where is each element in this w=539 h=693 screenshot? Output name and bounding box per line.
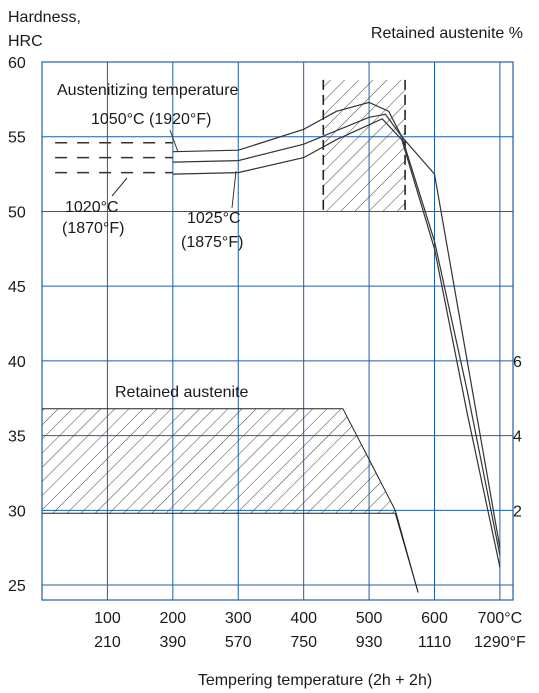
y-tick-label-30: 30 bbox=[8, 503, 26, 520]
retained-austenite-fill bbox=[42, 408, 419, 593]
y-tick-label-50: 50 bbox=[8, 204, 26, 221]
austenitizing-label: Austenitizing temperature bbox=[57, 82, 239, 99]
x-tick-label-c-600: 600 bbox=[421, 610, 448, 627]
x-axis-title: Tempering temperature (2h + 2h) bbox=[198, 672, 432, 689]
gridlines bbox=[42, 61, 513, 600]
x-tick-label-c-500: 500 bbox=[356, 610, 383, 627]
right-axis-ticks: 2 4 6 bbox=[513, 354, 522, 520]
x-tick-label-f-200: 390 bbox=[159, 634, 186, 651]
y-tick-label-60: 60 bbox=[8, 55, 26, 72]
y-tick-label-45: 45 bbox=[8, 279, 26, 296]
series-leader-1025 bbox=[231, 170, 237, 209]
series-leader-1020 bbox=[111, 177, 128, 197]
series-label-1025-line-2: (1875°F) bbox=[181, 234, 243, 251]
curve-solid-1 bbox=[172, 113, 501, 556]
right-axis-title: Retained austenite % bbox=[371, 25, 523, 42]
right-tick-label-4: 4 bbox=[513, 429, 522, 446]
x-tick-label-c-400: 400 bbox=[290, 610, 317, 627]
y-tick-label-25: 25 bbox=[8, 578, 26, 595]
retained-austenite-lower-edge bbox=[42, 512, 419, 593]
retained-austenite-label: Retained austenite bbox=[115, 384, 249, 401]
retained-austenite-band bbox=[42, 408, 419, 593]
y-axis-ticks: 25 30 35 40 45 50 55 60 bbox=[8, 55, 26, 595]
left-axis-title-line-1: Hardness, bbox=[8, 9, 81, 26]
x-axis-ticks-celsius: 100 200 300 400 500 600 700°C bbox=[94, 610, 522, 627]
y-tick-label-35: 35 bbox=[8, 429, 26, 446]
x-tick-label-f-500: 930 bbox=[356, 634, 383, 651]
secondary-hardness-fill bbox=[323, 79, 406, 212]
plot-frame bbox=[41, 61, 514, 601]
x-tick-label-c-700: 700°C bbox=[478, 610, 523, 627]
right-tick-label-6: 6 bbox=[513, 354, 522, 371]
series-label-1020-line-2: (1870°F) bbox=[62, 220, 124, 237]
secondary-hardness-region bbox=[322, 79, 406, 212]
x-tick-label-f-600: 1110 bbox=[418, 634, 451, 651]
curve-solid-0 bbox=[172, 101, 501, 548]
left-axis-title-line-2: HRC bbox=[8, 33, 43, 50]
x-tick-label-f-400: 750 bbox=[290, 634, 317, 651]
hardness-curves bbox=[55, 101, 501, 568]
x-tick-label-f-100: 210 bbox=[94, 634, 121, 651]
series-label-1050: 1050°C (1920°F) bbox=[91, 111, 211, 128]
x-tick-label-f-300: 570 bbox=[225, 634, 252, 651]
x-tick-label-c-200: 200 bbox=[159, 610, 186, 627]
y-tick-label-40: 40 bbox=[8, 354, 26, 371]
series-label-1020-line-1: 1020°C bbox=[65, 199, 119, 216]
plot-area bbox=[41, 61, 514, 601]
x-axis-ticks-fahrenheit: 210 390 570 750 930 1110 1290°F bbox=[94, 634, 526, 651]
y-tick-label-55: 55 bbox=[8, 130, 26, 147]
series-leader-1050 bbox=[169, 129, 179, 153]
x-tick-label-c-100: 100 bbox=[94, 610, 121, 627]
x-tick-label-f-700: 1290°F bbox=[474, 634, 526, 651]
curve-solid-2 bbox=[172, 118, 501, 568]
x-tick-label-c-300: 300 bbox=[225, 610, 252, 627]
series-label-1025-line-1: 1025°C bbox=[187, 210, 241, 227]
right-tick-label-2: 2 bbox=[513, 503, 522, 520]
